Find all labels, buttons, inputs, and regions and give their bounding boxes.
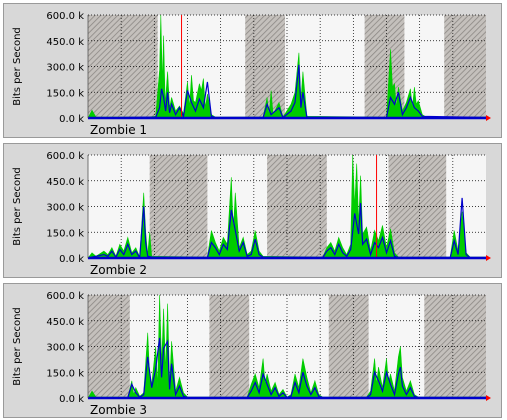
y-tick-label: 600.0 k: [46, 291, 84, 302]
x-axis-arrow: [486, 255, 491, 261]
y-tick-label: 600.0 k: [46, 151, 84, 162]
chart-title: Zombie 3: [90, 403, 147, 417]
y-tick-label: 300.0 k: [46, 203, 84, 214]
series-line-1: [87, 64, 487, 119]
y-axis-label: Bits per Second: [12, 167, 23, 246]
y-tick-label: 300.0 k: [46, 63, 84, 74]
y-tick-label: 450.0 k: [46, 37, 84, 48]
shaded-range: [444, 15, 486, 118]
y-axis-label: Bits per Second: [12, 307, 23, 386]
chart-svg-zombie-2: 0.0 k 150.0 k 300.0 k 450.0 k 600.0 k Bits pe…: [12, 151, 491, 277]
chart-svg-zombie-1: 0.0 k 150.0 k 300.0 k 450.0 k 600.0 k Bits pe…: [12, 11, 491, 137]
chart-title: Zombie 1: [90, 123, 147, 137]
y-tick-label: 450.0 k: [46, 177, 84, 188]
y-axis-label: Bits per Second: [12, 27, 23, 106]
x-axis-arrow: [486, 395, 491, 401]
chart-panel-zombie-2: 0.0 k 150.0 k 300.0 k 450.0 k 600.0 k Bits pe…: [3, 143, 502, 278]
chart-panel-zombie-3: 0.0 k 150.0 k 300.0 k 450.0 k 600.0 k Bits pe…: [3, 283, 502, 418]
y-tick-label: 450.0 k: [46, 317, 84, 328]
chart-title: Zombie 2: [90, 263, 147, 277]
y-tick-label: 600.0 k: [46, 11, 84, 22]
y-tick-label: 0.0 k: [59, 254, 84, 265]
chart-svg-zombie-3: 0.0 k 150.0 k 300.0 k 450.0 k 600.0 k Bits pe…: [12, 291, 491, 417]
y-tick-label: 150.0 k: [46, 228, 84, 239]
shaded-range: [88, 15, 158, 118]
series-line-1: [87, 337, 487, 399]
y-tick-label: 300.0 k: [46, 343, 84, 354]
y-tick-label: 0.0 k: [59, 394, 84, 405]
chart-panel-zombie-1: 0.0 k 150.0 k 300.0 k 450.0 k 600.0 k Bits pe…: [3, 3, 502, 138]
y-tick-label: 0.0 k: [59, 114, 84, 125]
shaded-range: [267, 155, 327, 258]
x-axis-arrow: [486, 115, 491, 121]
series-area-0: [87, 154, 487, 259]
y-tick-label: 150.0 k: [46, 88, 84, 99]
y-tick-label: 150.0 k: [46, 368, 84, 379]
